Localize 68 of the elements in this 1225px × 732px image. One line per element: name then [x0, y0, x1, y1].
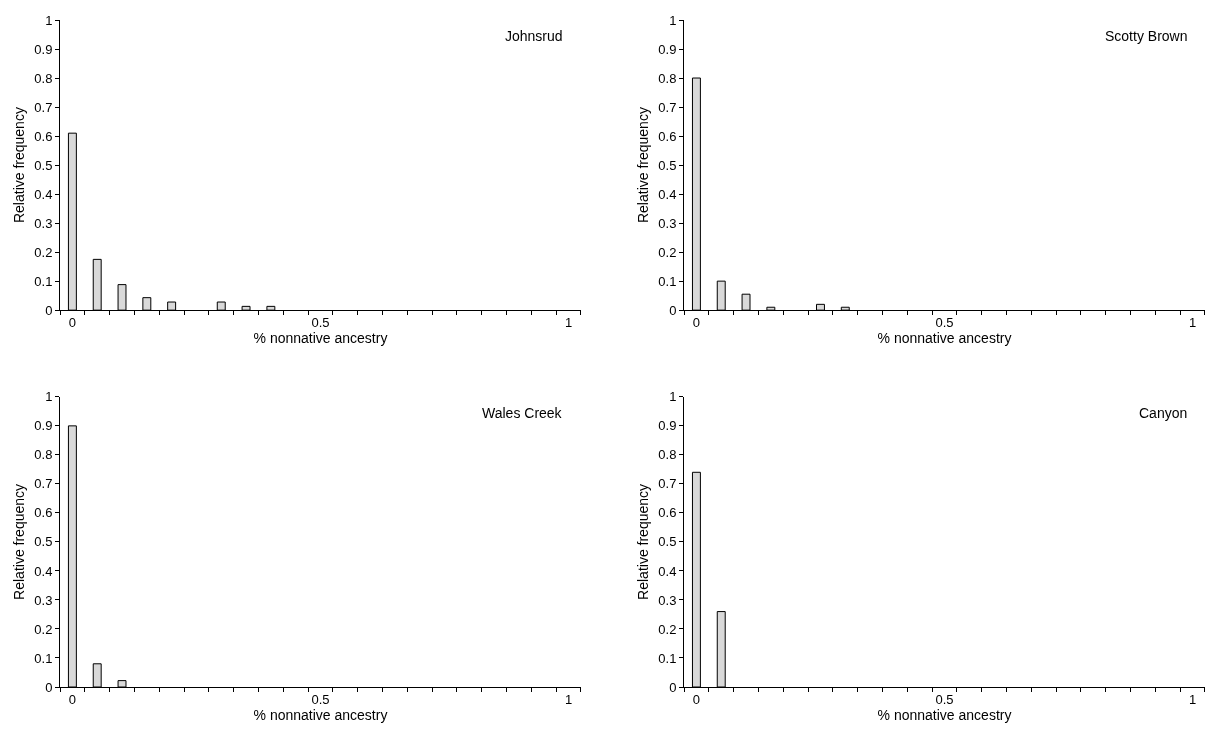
y-tick-label: 0 — [669, 302, 677, 318]
y-tick-label: 0.2 — [658, 244, 677, 260]
y-tick-label: 0.7 — [34, 476, 53, 492]
x-axis-title: % nonnative ancestry — [877, 330, 1012, 347]
y-tick-label: 0.1 — [658, 650, 677, 666]
y-tick-label: 1 — [669, 12, 677, 28]
y-tick-label: 0.4 — [34, 563, 53, 579]
x-tick-label: 1 — [1188, 314, 1197, 330]
x-tick-label: 0 — [68, 314, 77, 330]
y-tick-label: 0.8 — [658, 70, 677, 86]
x-tick-label: 1 — [564, 314, 573, 330]
x-axis-title: % nonnative ancestry — [877, 706, 1012, 723]
x-tick-label: 0.5 — [311, 314, 330, 330]
y-tick-label: 0.8 — [34, 447, 53, 463]
x-tick-label: 0 — [692, 314, 701, 330]
y-tick-label: 0.6 — [34, 128, 53, 144]
x-tick-label: 0 — [692, 691, 701, 707]
y-tick-label: 0.6 — [34, 505, 53, 521]
y-tick-label: 0.9 — [658, 418, 677, 434]
y-tick-label: 0.4 — [34, 186, 53, 202]
y-tick-label: 0.2 — [34, 244, 53, 260]
text: Johnsrud — [505, 28, 563, 44]
y-tick-label: 0.5 — [658, 534, 677, 550]
y-tick-label: 0 — [45, 679, 53, 695]
y-tick-label: 0.3 — [658, 215, 677, 231]
text: Scotty Brown — [1105, 28, 1188, 44]
y-axis-title: Relative frequency — [10, 483, 27, 600]
y-tick-label: 0.5 — [658, 157, 677, 173]
x-tick-label: 0.5 — [311, 691, 330, 707]
y-tick-label: 0.9 — [34, 418, 53, 434]
y-tick-label: 0 — [45, 302, 53, 318]
y-tick-label: 1 — [45, 389, 53, 405]
y-tick-label: 0.8 — [34, 70, 53, 86]
x-axis-title: % nonnative ancestry — [253, 330, 388, 347]
y-tick-label: 0.1 — [34, 650, 53, 666]
y-tick-label: 0.8 — [658, 447, 677, 463]
x-tick-label: 0.5 — [935, 314, 954, 330]
y-tick-label: 0.3 — [34, 592, 53, 608]
y-tick-label: 0.6 — [658, 505, 677, 521]
y-tick-label: 0.5 — [34, 157, 53, 173]
y-tick-label: 0.3 — [658, 592, 677, 608]
text: Wales Creek — [482, 405, 563, 421]
x-tick-label: 1 — [564, 691, 573, 707]
y-axis-title: Relative frequency — [634, 483, 651, 600]
y-tick-label: 1 — [45, 12, 53, 28]
y-tick-label: 0.5 — [34, 534, 53, 550]
y-tick-label: 0.9 — [34, 41, 53, 57]
x-tick-label: 1 — [1188, 691, 1197, 707]
y-tick-label: 0.7 — [658, 476, 677, 492]
y-tick-label: 0.7 — [34, 99, 53, 115]
y-tick-label: 0.9 — [658, 41, 677, 57]
y-tick-label: 0.2 — [658, 621, 677, 637]
y-tick-label: 0.2 — [34, 621, 53, 637]
y-tick-label: 0 — [669, 679, 677, 695]
x-axis-title: % nonnative ancestry — [253, 706, 388, 723]
y-tick-label: 0.3 — [34, 215, 53, 231]
y-tick-label: 0.1 — [34, 273, 53, 289]
text: Canyon — [1139, 405, 1188, 421]
x-tick-label: 0 — [68, 691, 77, 707]
x-tick-label: 0.5 — [935, 691, 954, 707]
y-tick-label: 0.4 — [658, 563, 677, 579]
y-tick-label: 1 — [669, 389, 677, 405]
y-tick-label: 0.7 — [658, 99, 677, 115]
y-axis-title: Relative frequency — [634, 107, 651, 224]
y-tick-label: 0.4 — [658, 186, 677, 202]
y-tick-label: 0.6 — [658, 128, 677, 144]
y-axis-title: Relative frequency — [10, 107, 27, 224]
y-tick-label: 0.1 — [658, 273, 677, 289]
